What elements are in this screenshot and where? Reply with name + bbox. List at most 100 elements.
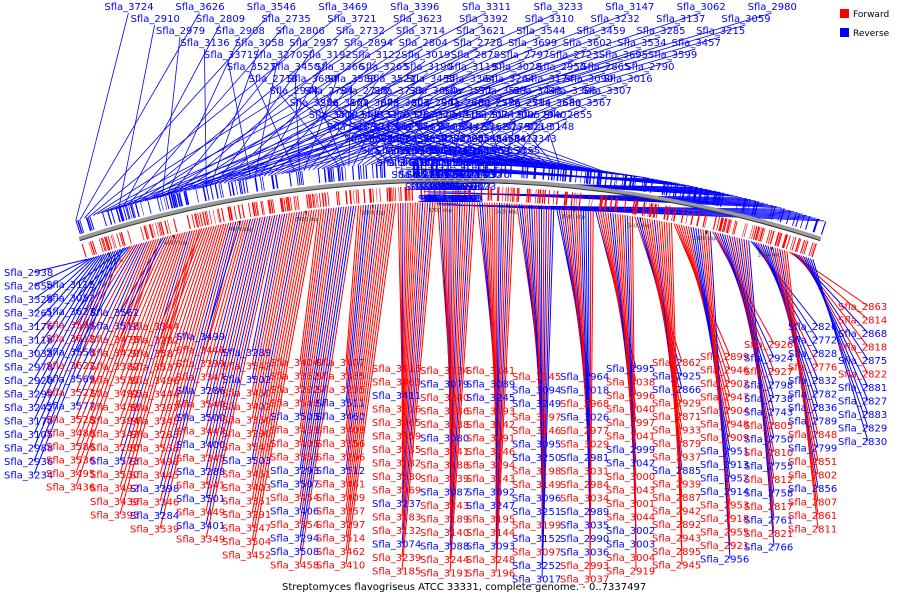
reverse-gene-block xyxy=(165,195,170,210)
label-connector xyxy=(745,239,775,534)
gene-label: Sfla_2811 xyxy=(788,525,837,536)
reverse-gene-block xyxy=(89,216,95,230)
label-connector xyxy=(33,258,90,286)
gene-label: Sfla_3187 xyxy=(438,182,487,193)
reverse-gene-block xyxy=(446,162,448,177)
gene-label: Sfla_3502 xyxy=(222,375,271,386)
gene-label: Sfla_3385 xyxy=(425,194,474,205)
gene-label: Sfla_2912 xyxy=(464,158,513,169)
gene-label: Sfla_2929 xyxy=(652,399,701,410)
label-connector xyxy=(308,72,384,171)
forward-gene-block xyxy=(759,227,765,242)
reverse-gene-block xyxy=(85,217,92,232)
reverse-gene-block xyxy=(234,181,239,195)
gene-label: Sfla_2883 xyxy=(838,410,887,421)
label-connector xyxy=(743,239,775,520)
forward-gene-block xyxy=(434,186,436,201)
gene-label: Sfla_3144 xyxy=(466,528,515,539)
gene-label: Sfla_3507 xyxy=(270,480,319,491)
forward-gene-block xyxy=(590,194,594,209)
gene-label: Sfla_3449 xyxy=(176,508,225,519)
forward-gene-block xyxy=(393,187,395,202)
label-connector xyxy=(33,253,105,367)
label-connector xyxy=(345,204,367,403)
gene-label: Sfla_3189 xyxy=(420,515,469,526)
label-connector xyxy=(345,203,382,484)
forward-gene-block xyxy=(721,218,727,233)
gene-label: Sfla_3291 xyxy=(222,510,271,521)
gene-label: Sfla_3516 xyxy=(372,405,421,416)
label-connector xyxy=(119,237,164,313)
forward-gene-block xyxy=(363,189,366,204)
reverse-gene-block xyxy=(642,177,646,192)
label-connector xyxy=(371,84,549,165)
label-connector xyxy=(119,234,174,367)
gene-label: Sfla_3362 xyxy=(459,122,508,133)
reverse-gene-block xyxy=(339,166,342,181)
forward-gene-block xyxy=(289,196,293,211)
gene-label: Sfla_3185 xyxy=(372,567,421,578)
forward-gene-block xyxy=(221,207,225,222)
gene-label: Sfla_2899 xyxy=(700,352,749,363)
gene-label: Sfla_3162 xyxy=(320,98,369,109)
gene-label: Sfla_3455 xyxy=(406,74,455,85)
reverse-gene-block xyxy=(205,186,210,201)
forward-gene-block xyxy=(248,203,252,218)
forward-gene-block xyxy=(309,194,313,209)
label-connector xyxy=(810,258,869,428)
gene-label: Sfla_2803 xyxy=(422,194,471,205)
gene-label: Sfla_3246 xyxy=(466,447,515,458)
gene-label: Sfla_3037 xyxy=(560,575,609,586)
label-connector xyxy=(495,203,508,533)
forward-gene-block xyxy=(680,209,685,224)
label-connector xyxy=(149,24,615,201)
scale-tick-label: 3400 kbp xyxy=(628,223,652,229)
label-connector xyxy=(327,96,390,164)
gene-label: Sfla_2810 xyxy=(744,448,793,459)
gene-label: Sfla_2933 xyxy=(652,426,701,437)
scale-tick-label: 3700 kbp xyxy=(428,208,452,214)
label-connector xyxy=(75,246,128,298)
gene-label: Sfla_3329 xyxy=(4,295,53,306)
reverse-gene-block xyxy=(624,174,628,189)
gene-label: Sfla_2948 xyxy=(700,420,749,431)
gene-label: Sfla_2870 xyxy=(420,194,469,205)
gene-label: Sfla_3199 xyxy=(512,521,561,532)
gene-label: Sfla_2781 xyxy=(417,134,466,145)
label-connector xyxy=(232,48,533,182)
reverse-gene-block xyxy=(102,212,107,227)
legend-forward-label: Forward xyxy=(853,10,889,20)
forward-gene-block xyxy=(376,188,378,203)
gene-label: Sfla_3419 xyxy=(424,182,473,193)
gene-label: Sfla_3547 xyxy=(222,524,271,535)
forward-gene-block xyxy=(389,187,392,202)
label-connector xyxy=(159,226,210,367)
gene-label: Sfla_3370 xyxy=(361,110,410,121)
gene-label: Sfla_3504 xyxy=(222,537,271,548)
forward-gene-block xyxy=(145,225,150,240)
reverse-gene-block xyxy=(297,171,301,186)
gene-label: Sfla_3407 xyxy=(316,358,365,369)
label-connector xyxy=(119,233,179,394)
forward-gene-block xyxy=(765,229,771,244)
gene-label: Sfla_3714 xyxy=(396,26,445,37)
gene-label: Sfla_3505 xyxy=(270,412,319,423)
reverse-gene-block xyxy=(615,173,618,188)
gene-label: Sfla_3446 xyxy=(176,346,225,357)
label-connector xyxy=(299,207,332,430)
reverse-gene-block xyxy=(330,167,333,182)
reverse-gene-block xyxy=(553,166,556,181)
reverse-gene-block xyxy=(140,201,145,216)
gene-label: Sfla_3475 xyxy=(90,335,139,346)
label-connector xyxy=(401,202,429,531)
label-connector xyxy=(541,206,555,579)
forward-gene-block xyxy=(754,226,760,241)
gene-label: Sfla_3135 xyxy=(390,146,439,157)
reverse-gene-block xyxy=(412,162,415,177)
label-connector xyxy=(254,60,278,178)
label-connector xyxy=(401,202,436,571)
gene-label: Sfla_2894 xyxy=(344,38,393,49)
label-connector xyxy=(33,256,95,313)
gene-label: Sfla_2921 xyxy=(700,541,749,552)
label-connector xyxy=(449,202,468,533)
